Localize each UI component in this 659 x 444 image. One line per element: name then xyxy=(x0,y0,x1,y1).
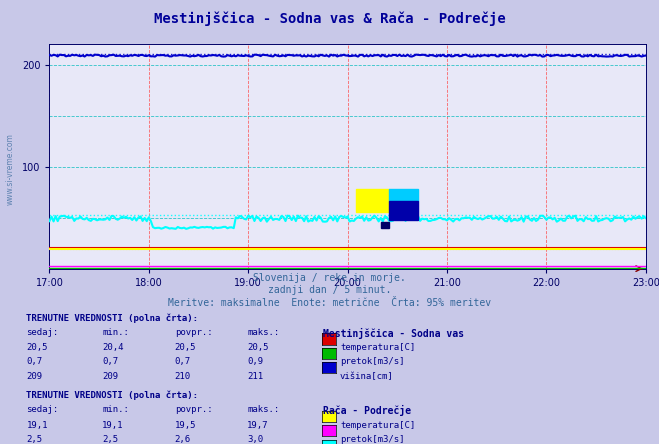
Text: 2,5: 2,5 xyxy=(102,435,118,444)
Text: maks.:: maks.: xyxy=(247,405,279,414)
Text: pretok[m3/s]: pretok[m3/s] xyxy=(340,435,405,444)
Bar xyxy=(389,202,418,220)
Bar xyxy=(356,189,389,211)
Text: višina[cm]: višina[cm] xyxy=(340,372,394,381)
Text: 20,5: 20,5 xyxy=(26,343,48,352)
Text: 209: 209 xyxy=(102,372,118,381)
Text: 209: 209 xyxy=(26,372,42,381)
Text: min.:: min.: xyxy=(102,405,129,414)
Text: pretok[m3/s]: pretok[m3/s] xyxy=(340,357,405,366)
Text: 3,0: 3,0 xyxy=(247,435,263,444)
Text: Mestinjščica - Sodna vas & Rača - Podrečje: Mestinjščica - Sodna vas & Rača - Podreč… xyxy=(154,11,505,26)
Text: www.si-vreme.com: www.si-vreme.com xyxy=(5,133,14,205)
Text: Slovenija / reke in morje.: Slovenija / reke in morje. xyxy=(253,273,406,283)
Text: 20,5: 20,5 xyxy=(247,343,269,352)
Bar xyxy=(389,189,418,202)
Text: Rača - Podrečje: Rača - Podrečje xyxy=(323,405,411,416)
Text: 0,7: 0,7 xyxy=(175,357,190,366)
Text: 0,7: 0,7 xyxy=(26,357,42,366)
Text: 2,6: 2,6 xyxy=(175,435,190,444)
Text: TRENUTNE VREDNOSTI (polna črta):: TRENUTNE VREDNOSTI (polna črta): xyxy=(26,391,198,400)
Text: TRENUTNE VREDNOSTI (polna črta):: TRENUTNE VREDNOSTI (polna črta): xyxy=(26,313,198,322)
Text: 0,9: 0,9 xyxy=(247,357,263,366)
Text: Meritve: maksimalne  Enote: metrične  Črta: 95% meritev: Meritve: maksimalne Enote: metrične Črta… xyxy=(168,298,491,308)
Text: zadnji dan / 5 minut.: zadnji dan / 5 minut. xyxy=(268,285,391,296)
Text: povpr.:: povpr.: xyxy=(175,328,212,337)
Text: povpr.:: povpr.: xyxy=(175,405,212,414)
Text: 210: 210 xyxy=(175,372,190,381)
Text: sedaj:: sedaj: xyxy=(26,405,59,414)
Text: 211: 211 xyxy=(247,372,263,381)
Text: 19,1: 19,1 xyxy=(102,421,124,430)
Text: Mestinjščica - Sodna vas: Mestinjščica - Sodna vas xyxy=(323,328,464,339)
Text: 0,7: 0,7 xyxy=(102,357,118,366)
Text: maks.:: maks.: xyxy=(247,328,279,337)
Text: temperatura[C]: temperatura[C] xyxy=(340,343,415,352)
Text: 2,5: 2,5 xyxy=(26,435,42,444)
Text: 19,7: 19,7 xyxy=(247,421,269,430)
Text: 20,4: 20,4 xyxy=(102,343,124,352)
Text: 19,1: 19,1 xyxy=(26,421,48,430)
Text: min.:: min.: xyxy=(102,328,129,337)
Text: 20,5: 20,5 xyxy=(175,343,196,352)
Text: 19,5: 19,5 xyxy=(175,421,196,430)
Text: sedaj:: sedaj: xyxy=(26,328,59,337)
Bar xyxy=(381,222,389,228)
Text: temperatura[C]: temperatura[C] xyxy=(340,421,415,430)
